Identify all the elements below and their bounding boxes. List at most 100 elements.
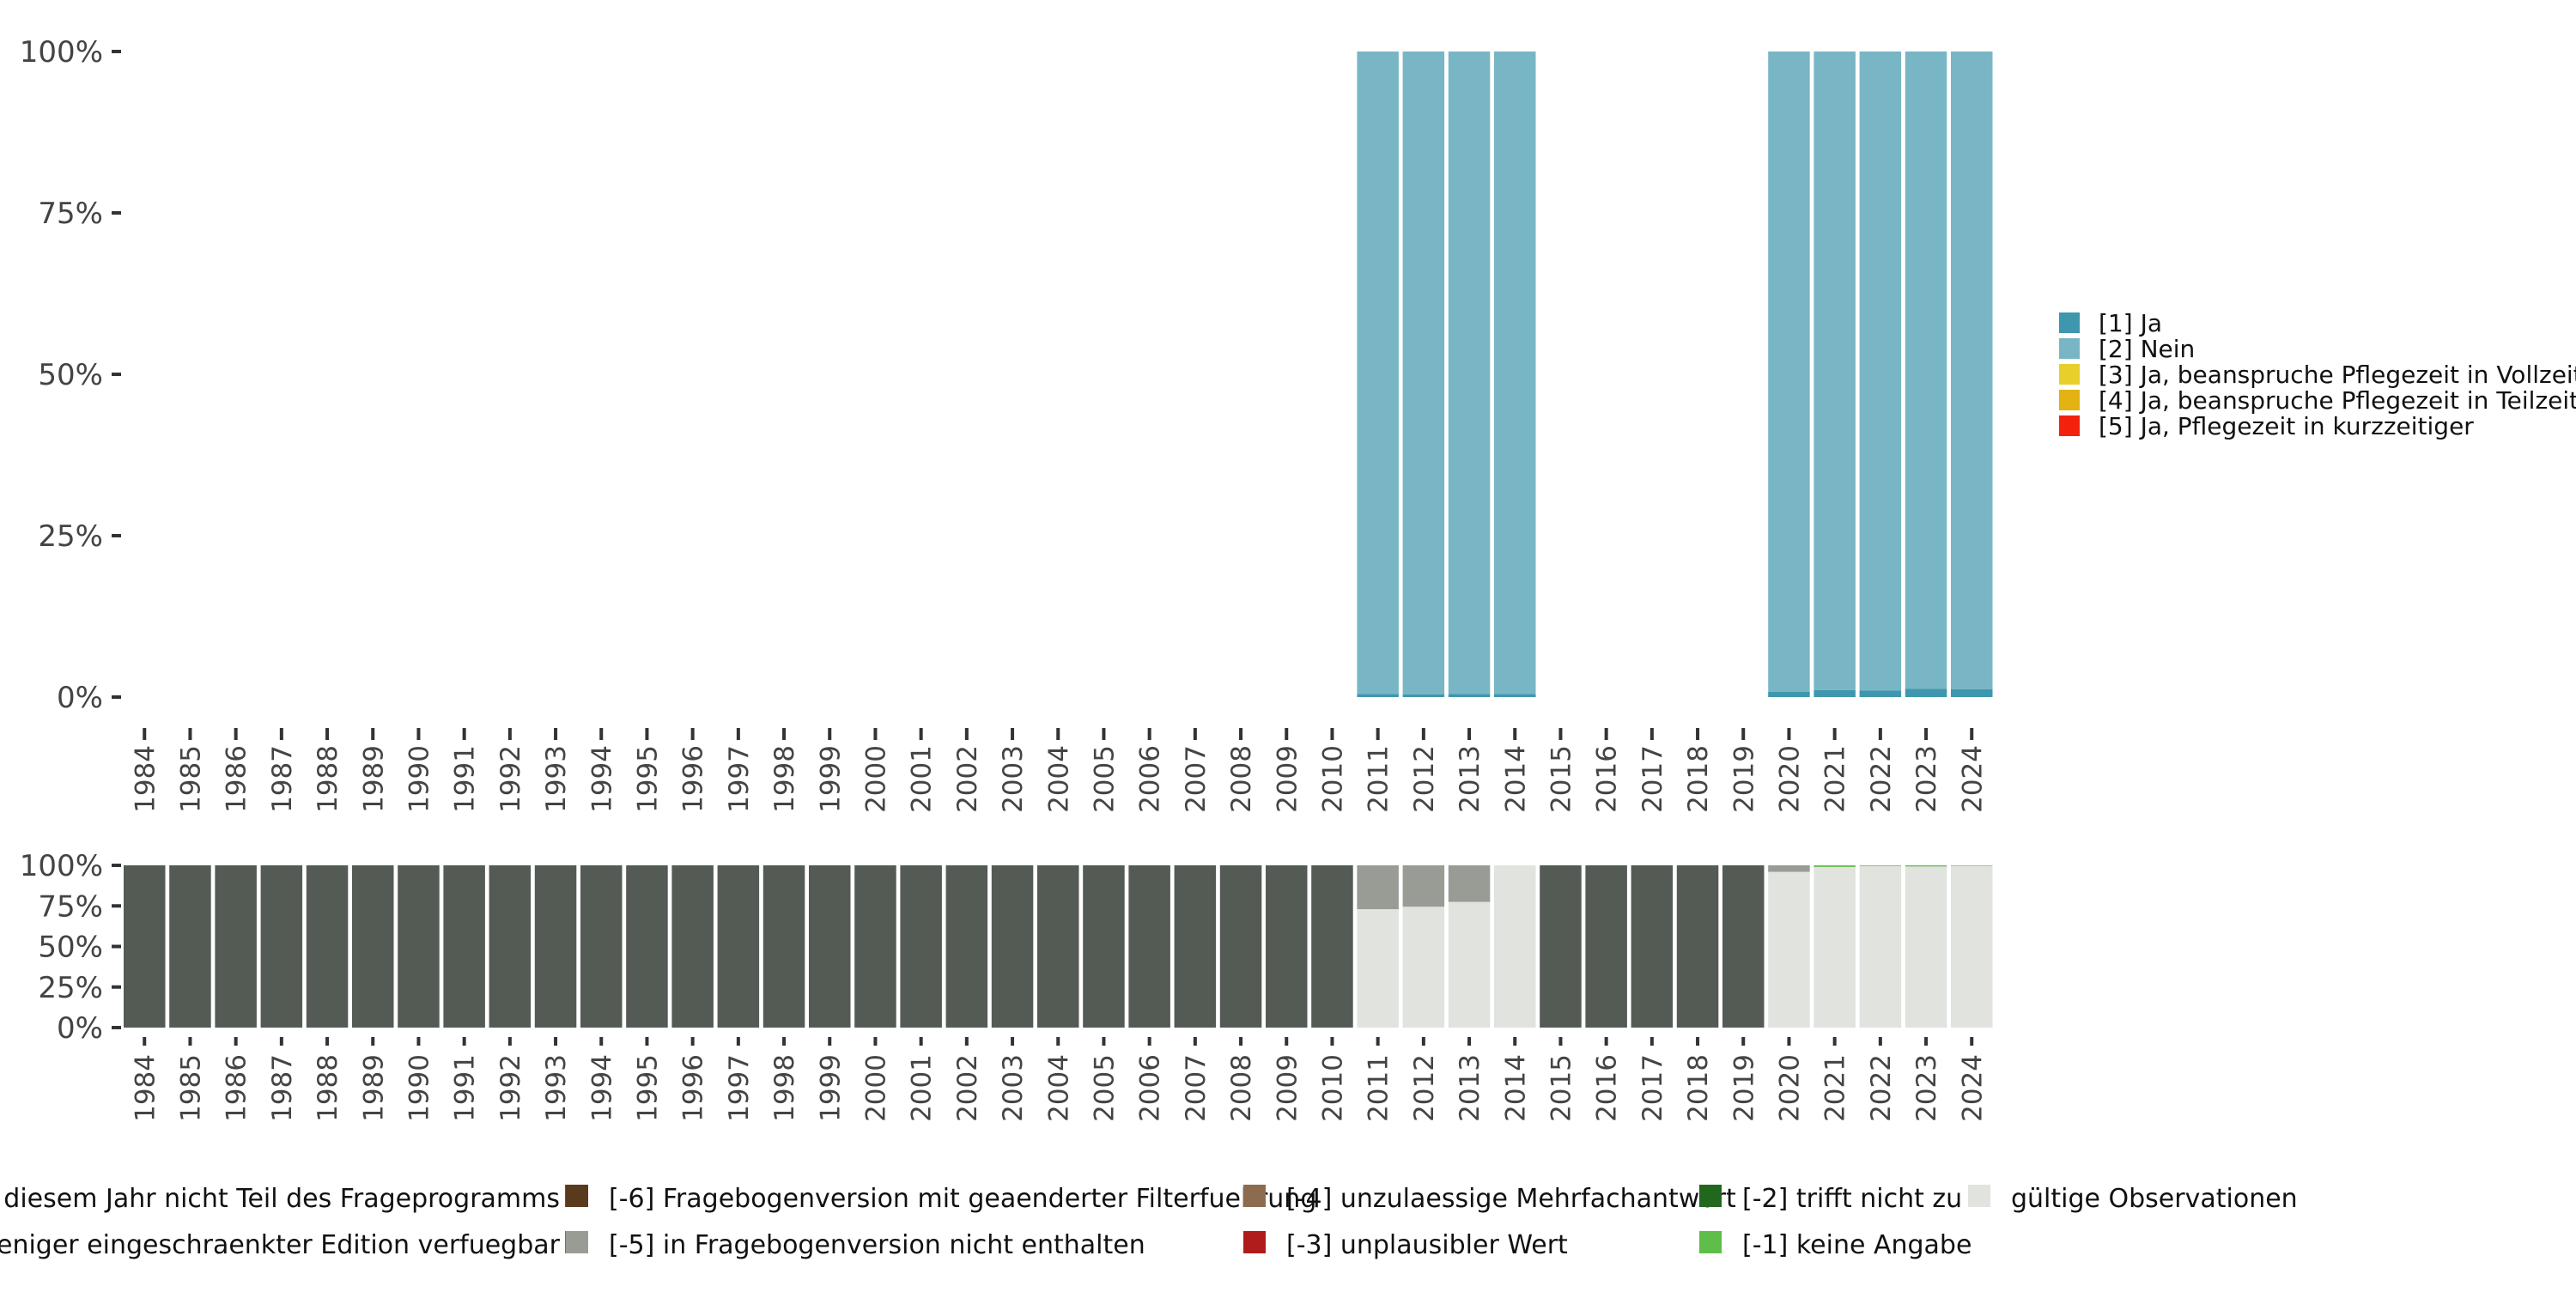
- x-tick-label: 2003: [998, 745, 1029, 813]
- legend-label: [5] Ja, Pflegezeit in kurzzeitiger: [2099, 412, 2474, 440]
- bar-segment: [1768, 871, 1810, 1028]
- x-tick-label: 2014: [1500, 1054, 1531, 1122]
- x-tick-label: 2018: [1683, 745, 1714, 813]
- bar-segment: [1357, 52, 1399, 695]
- x-tick-label: 1986: [222, 745, 252, 813]
- x-tick-label: 2006: [1135, 745, 1166, 813]
- bar-segment: [626, 865, 668, 1028]
- bar-segment: [124, 865, 166, 1028]
- legend-label: [-5] in Fragebogenversion nicht enthalte…: [609, 1230, 1145, 1260]
- x-tick-label: 2001: [907, 745, 938, 813]
- legend-label: [3] Ja, beanspruche Pflegezeit in Vollze…: [2099, 361, 2576, 389]
- x-tick-label: 1985: [175, 1054, 206, 1122]
- legend-swatch: [1243, 1231, 1266, 1253]
- legend-swatch: [1968, 1185, 1990, 1207]
- x-tick-label: 2012: [1409, 745, 1440, 813]
- x-tick-label: 2008: [1226, 1054, 1257, 1122]
- x-tick-label: 2016: [1592, 745, 1623, 813]
- x-tick-label: 1995: [632, 745, 663, 813]
- x-tick-label: 1986: [222, 1054, 252, 1122]
- x-tick-label: 2001: [907, 1054, 938, 1122]
- x-tick-label: 2003: [998, 1054, 1029, 1122]
- bar-segment: [762, 865, 805, 1028]
- bottom-legend: [-8] Frage in diesem Jahr nicht Teil des…: [0, 1184, 2298, 1260]
- bar-segment: [671, 865, 714, 1028]
- x-tick-label: 1999: [815, 1054, 846, 1122]
- x-tick-label: 2012: [1409, 1054, 1440, 1122]
- x-tick-label: 1992: [495, 745, 526, 813]
- x-tick-label: 2007: [1181, 1054, 1212, 1122]
- legend-swatch: [566, 1185, 588, 1207]
- bar-segment: [306, 865, 349, 1028]
- x-tick-label: 2010: [1317, 745, 1348, 813]
- y-tick-label: 25%: [38, 971, 103, 1005]
- bar-segment: [1448, 865, 1491, 902]
- bar-segment: [1494, 52, 1536, 695]
- bar-segment: [1814, 865, 1856, 866]
- bar-segment: [1037, 865, 1079, 1028]
- x-tick-label: 1997: [724, 745, 755, 813]
- x-tick-label: 1997: [724, 1054, 755, 1122]
- x-tick-label: 2009: [1272, 1054, 1303, 1122]
- x-tick-label: 2013: [1455, 745, 1485, 813]
- x-tick-label: 2020: [1774, 1054, 1805, 1122]
- y-tick-label: 50%: [38, 358, 103, 392]
- bar-segment: [945, 865, 988, 1028]
- x-tick-label: 1995: [632, 1054, 663, 1122]
- legend-label: [-4] unzulaessige Mehrfachantwort: [1286, 1184, 1736, 1214]
- x-tick-label: 2016: [1592, 1054, 1623, 1122]
- bar-segment: [809, 865, 851, 1028]
- x-tick-label: 2014: [1500, 745, 1531, 813]
- x-tick-label: 1993: [541, 1054, 572, 1122]
- legend-label: [-1] keine Angabe: [1742, 1230, 1971, 1260]
- bar-segment: [1311, 865, 1353, 1028]
- x-tick-label: 2021: [1820, 1054, 1851, 1122]
- x-tick-label: 1991: [450, 745, 481, 813]
- bar-segment: [443, 865, 485, 1028]
- top-legend: [1] Ja[2] Nein[3] Ja, beanspruche Pflege…: [2059, 309, 2576, 440]
- x-tick-label: 2015: [1546, 745, 1577, 813]
- x-tick-label: 2011: [1364, 745, 1394, 813]
- bar-segment: [1357, 909, 1399, 1028]
- bar-segment: [1402, 694, 1445, 697]
- x-tick-label: 2024: [1957, 745, 1988, 813]
- x-tick-label: 1984: [130, 1054, 161, 1122]
- x-tick-label: 1991: [450, 1054, 481, 1122]
- bar-segment: [215, 865, 257, 1028]
- x-tick-label: 1992: [495, 1054, 526, 1122]
- x-tick-label: 1993: [541, 745, 572, 813]
- bar-segment: [1494, 694, 1536, 697]
- bar-segment: [1540, 865, 1582, 1028]
- bar-segment: [260, 865, 303, 1028]
- x-tick-label: 2015: [1546, 1054, 1577, 1122]
- bottom-chart: 0% 25% 50% 75% 100% 1984 1985 1986 1987 1988 1989 1…: [20, 849, 1993, 1122]
- x-tick-label: 1996: [678, 1054, 709, 1122]
- x-tick-label: 2009: [1272, 745, 1303, 813]
- y-tick-label: 25%: [38, 519, 103, 554]
- bar-segment: [900, 865, 942, 1028]
- x-tick-label: 2004: [1043, 745, 1074, 813]
- top-chart: 0% 25% 50% 75% 100% 1984 1985 1986 1987 1988 1989 1…: [20, 35, 1993, 813]
- x-tick-label: 1996: [678, 745, 709, 813]
- bar-segment: [854, 865, 896, 1028]
- x-tick-label: 2023: [1911, 745, 1942, 813]
- legend-label: [1] Ja: [2099, 309, 2162, 337]
- x-tick-label: 2019: [1728, 1054, 1759, 1122]
- bar-segment: [1174, 865, 1217, 1028]
- legend-swatch: [1699, 1231, 1722, 1253]
- x-tick-label: 1990: [404, 1054, 434, 1122]
- legend-swatch: [2059, 312, 2080, 333]
- legend-label: [-3] unplausibler Wert: [1286, 1230, 1568, 1260]
- bar-segment: [1859, 52, 1902, 691]
- legend-swatch: [1699, 1185, 1722, 1207]
- legend-swatch: [1243, 1185, 1266, 1207]
- bar-segment: [1219, 865, 1262, 1028]
- bar-segment: [1083, 865, 1125, 1028]
- legend-swatch: [2059, 338, 2080, 359]
- bar-segment: [1951, 865, 1993, 866]
- bar-segment: [1905, 52, 1947, 689]
- y-tick-label: 100%: [20, 35, 103, 70]
- x-tick-label: 2017: [1637, 1054, 1668, 1122]
- bar-segment: [1951, 688, 1993, 697]
- bar-segment: [1128, 865, 1170, 1028]
